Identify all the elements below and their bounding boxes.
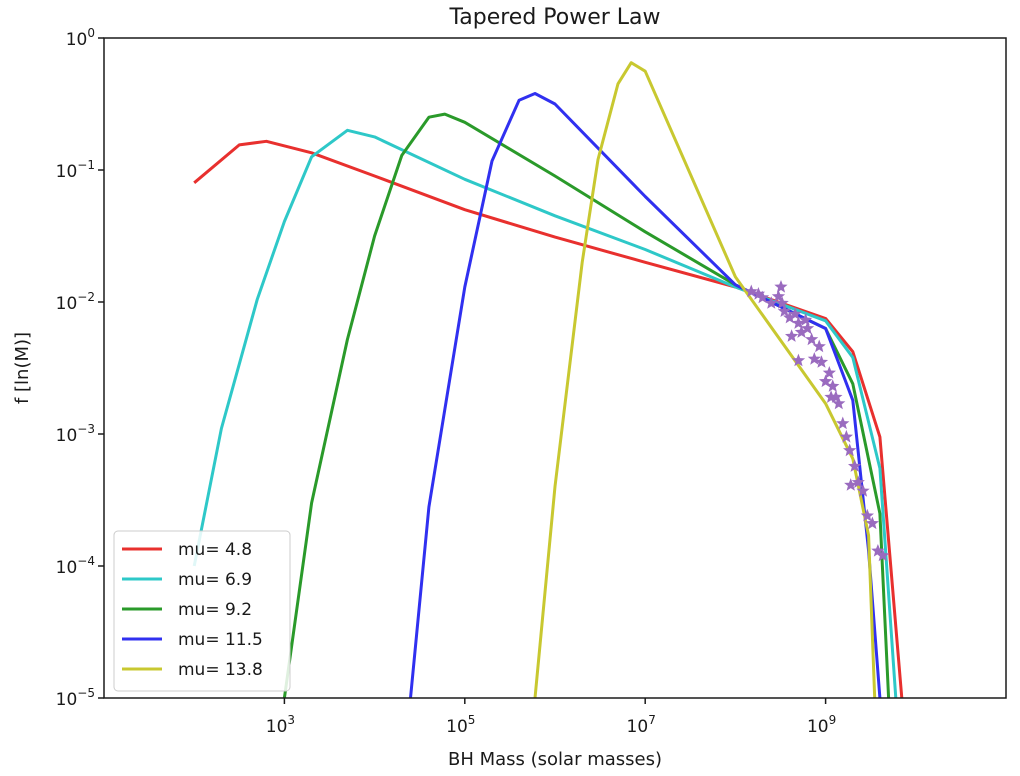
scatter-point-12 <box>791 316 806 329</box>
y-tick-label-4: 10−3 <box>56 422 95 446</box>
series-line-5 <box>533 61 877 698</box>
scatter-point-20 <box>814 355 829 368</box>
scatter-point-31 <box>848 459 862 472</box>
scatter-point-2 <box>751 287 766 300</box>
y-tick-label-6: 10−5 <box>56 686 95 710</box>
scatter-point-33 <box>856 484 870 497</box>
scatter-point-24 <box>826 379 840 392</box>
scatter-point-21 <box>818 374 833 388</box>
legend-label-3: mu= 9.2 <box>178 600 252 620</box>
scatter-point-1 <box>744 284 758 298</box>
x-axis-label: BH Mass (solar masses) <box>448 749 662 770</box>
legend: mu= 4.8 mu= 6.9 mu= 9.2 mu= 11.5 mu= 13.8 <box>113 530 291 692</box>
scatter-point-14 <box>798 313 813 326</box>
legend-label-5: mu= 13.8 <box>178 660 263 680</box>
y-tick-label-5: 10−4 <box>56 554 95 578</box>
scatter-point-32 <box>851 475 865 488</box>
scatter-point-11 <box>788 307 802 320</box>
scatter-point-8 <box>775 296 789 309</box>
legend-label-2: mu= 6.9 <box>178 570 252 590</box>
scatter-point-18 <box>791 353 806 367</box>
scatter-point-6 <box>774 280 788 293</box>
scatter-point-37 <box>876 548 890 562</box>
scatter-point-7 <box>777 304 792 317</box>
scatter-point-22 <box>822 366 836 379</box>
scatter-point-16 <box>805 332 819 346</box>
x-tick-label-4: 109 <box>807 713 836 737</box>
x-tick-label-2: 105 <box>446 713 475 737</box>
scatter-point-19 <box>812 339 826 353</box>
x-tick-label-3: 107 <box>627 713 656 737</box>
scatter-point-17 <box>807 352 821 365</box>
y-tick-label-1: 100 <box>66 26 95 50</box>
plot-frame <box>103 37 1007 699</box>
x-axis-ticks: 103 105 107 109 <box>266 698 836 737</box>
y-tick-label-2: 10−1 <box>56 158 95 182</box>
y-axis-label: f [ln(M)] <box>12 332 33 404</box>
scatter-point-4 <box>764 296 778 309</box>
scatter-point-29 <box>843 443 857 457</box>
x-tick-label-1: 103 <box>266 713 295 737</box>
series-line-1 <box>193 139 904 698</box>
scatter-point-30 <box>844 478 858 491</box>
scatter-point-28 <box>839 429 853 443</box>
scatter-point-10 <box>785 329 799 342</box>
scatter-point-3 <box>755 290 770 304</box>
chart-title: Tapered Power Law <box>448 5 660 30</box>
scatter-point-13 <box>794 325 809 338</box>
scatter-points <box>744 280 890 562</box>
scatter-point-9 <box>783 310 797 324</box>
y-axis-ticks: 100 10−1 10−2 10−3 10−4 10−5 <box>56 26 104 710</box>
legend-box <box>113 530 291 692</box>
scatter-point-27 <box>836 416 850 430</box>
scatter-point-15 <box>800 321 815 335</box>
series-line-3 <box>282 112 891 698</box>
scatter-point-23 <box>824 390 838 403</box>
series-line-2 <box>192 128 898 698</box>
scatter-point-36 <box>871 544 885 557</box>
scatter-point-35 <box>865 516 879 530</box>
scatter-point-5 <box>771 289 786 303</box>
scatter-point-26 <box>832 396 846 410</box>
series-lines <box>192 61 904 698</box>
legend-label-4: mu= 11.5 <box>178 630 263 650</box>
y-tick-label-3: 10−2 <box>56 290 95 314</box>
scatter-point-34 <box>860 508 874 522</box>
legend-label-1: mu= 4.8 <box>178 540 252 560</box>
series-line-4 <box>409 92 882 698</box>
scatter-point-25 <box>829 390 843 403</box>
